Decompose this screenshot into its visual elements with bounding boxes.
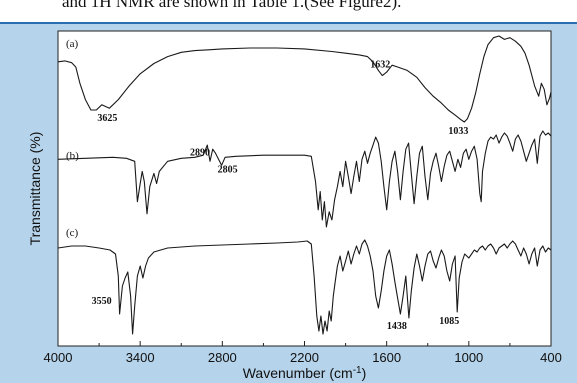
peak-label-3550: 3550: [92, 296, 112, 307]
peak-label-1438: 1438: [387, 321, 407, 332]
x-tick-label-2200: 2200: [290, 350, 319, 365]
trace-label-b: (b): [66, 150, 79, 162]
x-tick-label-400: 400: [540, 350, 562, 365]
x-tick-label-3400: 3400: [126, 350, 155, 365]
plot-area: [57, 30, 552, 347]
peak-label-2890: 2890: [190, 147, 210, 158]
x-tick-label-1000: 1000: [454, 350, 483, 365]
x-tick-label-2800: 2800: [208, 350, 237, 365]
trace-label-a: (a): [66, 38, 79, 50]
peak-label-1033: 1033: [448, 126, 468, 137]
peak-label-3625: 3625: [97, 113, 117, 124]
peak-label-1632: 1632: [370, 60, 390, 71]
trace-label-c: (c): [66, 227, 79, 239]
peak-label-1085: 1085: [439, 316, 459, 327]
peak-label-2805: 2805: [218, 164, 238, 175]
trace-c: [57, 239, 552, 335]
x-tick-label-4000: 4000: [44, 350, 73, 365]
x-axis-title: Wavenumber (cm-1): [243, 365, 367, 381]
y-axis-title: Transmittance (%): [27, 132, 43, 246]
trace-a: [57, 35, 552, 123]
trace-b: [57, 130, 552, 228]
caption-text: and 1H NMR are shown in Table 1.(See Fig…: [62, 0, 402, 11]
x-tick-label-1600: 1600: [372, 350, 401, 365]
